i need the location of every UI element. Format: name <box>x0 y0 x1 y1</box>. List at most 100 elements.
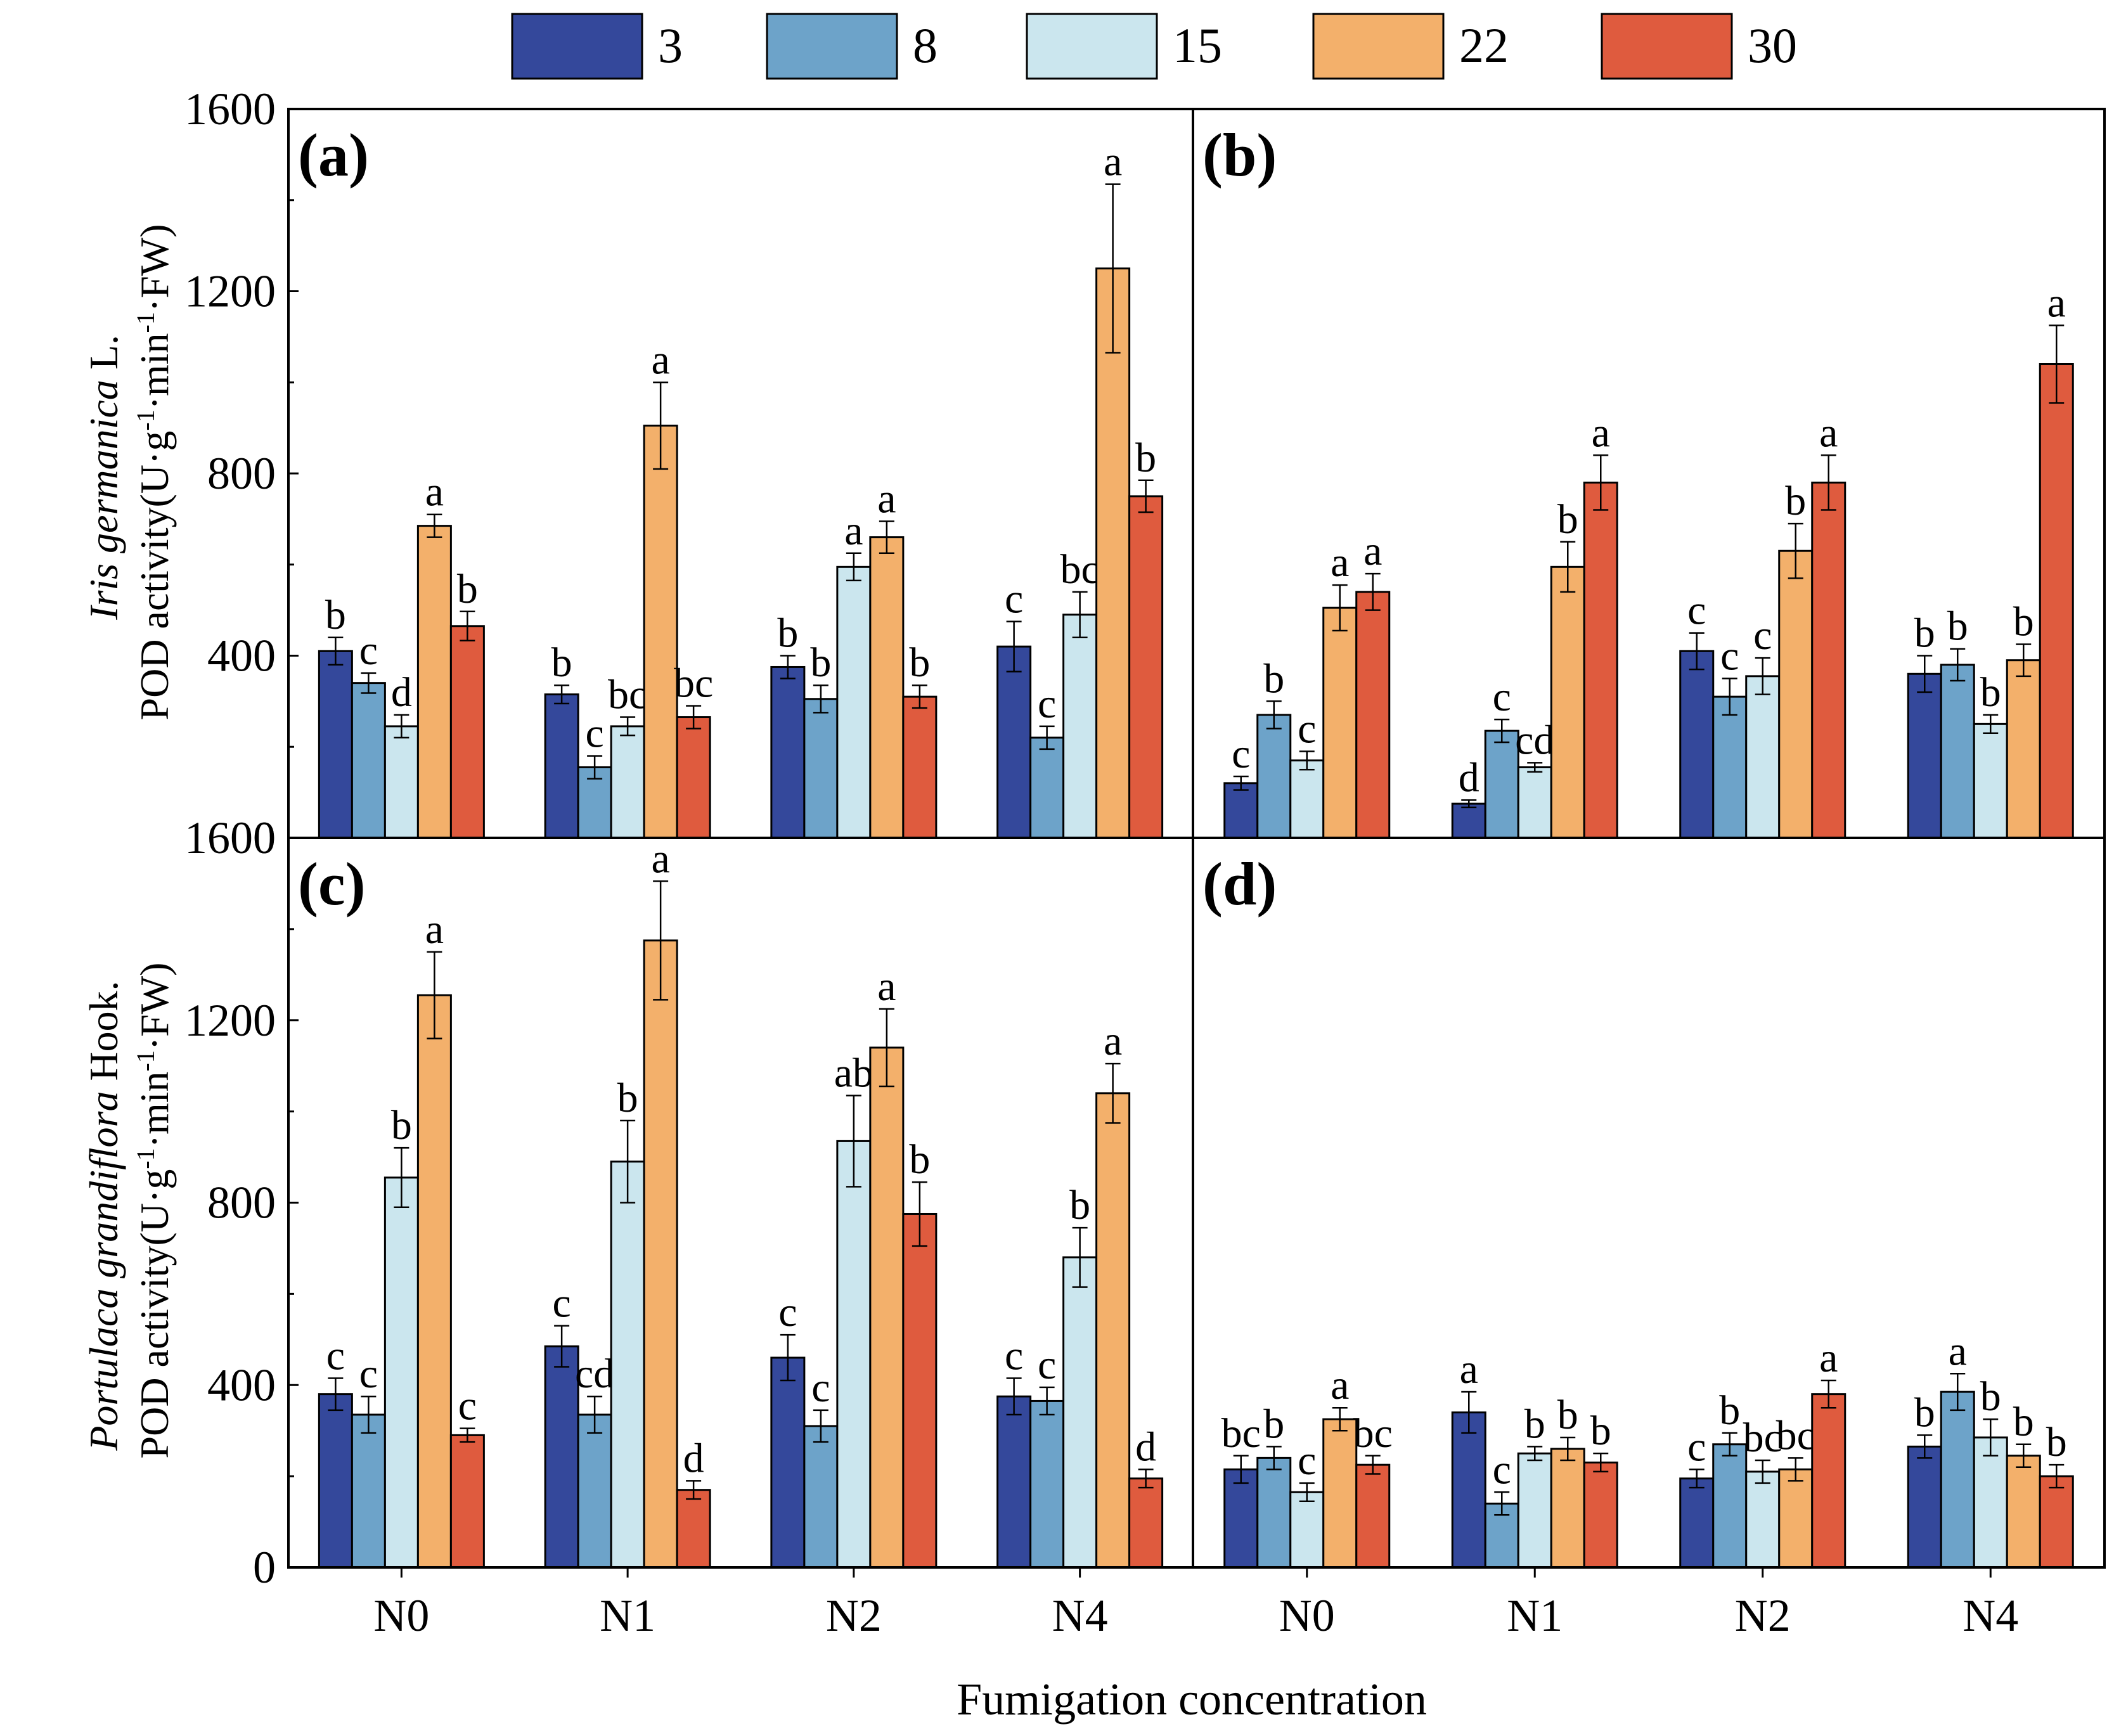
bar-N2-22 <box>869 1046 905 1569</box>
legend-label-15: 15 <box>1173 18 1222 73</box>
panel-c: cc ccc cd c cbbabbaaaacdbd(c)040080012001600… <box>184 813 1194 1641</box>
significance-letter-N2-22: b <box>1785 478 1806 524</box>
bar-N4-8 <box>1029 1399 1065 1569</box>
bar-N4-15 <box>1062 614 1098 839</box>
significance-letter-N1-22: a <box>651 835 669 882</box>
panel-frame <box>1192 837 2106 1569</box>
bar-N1-22 <box>1550 565 1585 839</box>
y-tick-label: 1200 <box>184 266 276 317</box>
panel-label: (c) <box>298 850 366 918</box>
significance-letter-N1-15: b <box>1524 1401 1545 1447</box>
significance-letter-N1-22: b <box>1557 496 1578 543</box>
y-tick-label: 400 <box>207 631 276 681</box>
legend: 3 8 15 22 30 <box>511 13 1797 80</box>
panel-label: (b) <box>1202 121 1277 189</box>
y-tick-label: 1600 <box>184 813 276 863</box>
significance-letter-N0-3: bc <box>1221 1410 1261 1456</box>
bar-N4-3 <box>1907 672 1942 839</box>
bar-N2-8 <box>1712 695 1748 839</box>
significance-letter-N1-8: c <box>585 710 603 757</box>
significance-letter-N4-8: b <box>1947 603 1968 650</box>
significance-letter-N1-30: bc <box>674 660 713 707</box>
significance-letter-N0-3: c <box>1232 731 1250 777</box>
significance-letter-N1-22: a <box>651 337 669 383</box>
bar-N0-8 <box>351 682 386 839</box>
significance-letter-N1-30: b <box>1590 1408 1611 1454</box>
x-tick-label-N1: N1 <box>1507 1590 1563 1641</box>
y-tick-label: 1600 <box>184 84 276 134</box>
significance-letter-N0-30: bc <box>1353 1410 1393 1456</box>
significance-letter-N2-3: c <box>1687 588 1706 634</box>
x-tick-label-N2: N2 <box>826 1590 882 1641</box>
significance-letter-N4-8: c <box>1038 681 1056 727</box>
significance-letter-N4-3: b <box>1914 610 1935 657</box>
x-tick-label-N4: N4 <box>1052 1590 1108 1641</box>
significance-letter-N2-8: c <box>1720 633 1739 679</box>
significance-letter-N2-22: bc <box>1776 1412 1815 1458</box>
legend-swatch-3 <box>511 13 643 80</box>
significance-letter-N2-30: b <box>909 640 930 686</box>
bar-N4-15 <box>1973 1436 2008 1569</box>
bar-N1-15 <box>610 1161 645 1569</box>
significance-letter-N0-22: a <box>1331 539 1349 586</box>
bar-N4-8 <box>1940 1391 1975 1569</box>
significance-letter-N0-30: c <box>458 1383 477 1429</box>
bar-N2-8 <box>803 1425 839 1569</box>
significance-letter-N1-8: c <box>1493 674 1511 720</box>
significance-letter-N4-3: c <box>1005 1332 1023 1379</box>
significance-letter-N4-22: a <box>1104 139 1122 185</box>
bar-N0-30 <box>449 1434 485 1569</box>
legend-label-30: 30 <box>1748 18 1797 73</box>
significance-letter-N0-30: a <box>1363 528 1382 574</box>
significance-letter-N1-3: c <box>552 1280 570 1327</box>
y-axis-title-top: Iris germanica L. POD activity(U·g-1·min… <box>81 224 177 721</box>
bar-N2-30 <box>1811 481 1847 839</box>
bar-N0-22 <box>416 525 452 839</box>
legend-swatch-8 <box>766 13 898 80</box>
bar-N1-15 <box>610 725 645 839</box>
y-axis-title-bottom: Portulaca grandiflora Hook. POD activity… <box>81 963 177 1459</box>
bar-N0-30 <box>449 625 485 839</box>
bar-N0-3 <box>1223 1468 1259 1569</box>
x-tick-label-N1: N1 <box>600 1590 655 1641</box>
bar-N4-22 <box>1095 1092 1131 1569</box>
bar-N1-15 <box>1517 766 1552 839</box>
significance-letter-N0-22: a <box>425 469 444 515</box>
significance-letter-N2-8: b <box>1719 1387 1740 1434</box>
significance-letter-N4-22: b <box>2013 1399 2034 1445</box>
bar-N4-30 <box>1128 495 1164 839</box>
bar-N1-22 <box>643 425 678 839</box>
significance-letter-N2-22: a <box>877 963 896 1010</box>
legend-label-22: 22 <box>1459 18 1509 73</box>
y-title-bottom-units: POD activity(U·g-1·min-1·FW) <box>131 963 177 1459</box>
bar-N1-3 <box>544 1345 579 1569</box>
bar-N4-8 <box>1940 664 1975 839</box>
legend-swatch-30 <box>1601 13 1733 80</box>
significance-letter-N4-3: c <box>1005 576 1023 622</box>
significance-letter-N4-3: b <box>1914 1389 1935 1436</box>
significance-letter-N2-30: a <box>1819 409 1838 456</box>
significance-letter-N4-15: b <box>1980 669 2001 716</box>
y-title-bottom-species: Portulaca grandiflora <box>81 1091 126 1451</box>
legend-swatch-22 <box>1312 13 1445 80</box>
significance-letter-N2-8: c <box>811 1365 830 1411</box>
bar-N0-15 <box>1289 759 1325 839</box>
legend-label-8: 8 <box>913 18 938 73</box>
significance-letter-N4-22: b <box>2013 599 2034 645</box>
bar-N4-15 <box>1973 723 2008 839</box>
bar-N1-30 <box>676 1489 711 1569</box>
bar-N2-15 <box>1745 675 1781 839</box>
bar-N1-30 <box>1583 481 1618 839</box>
bar-N2-15 <box>1745 1470 1781 1569</box>
bar-N2-22 <box>1778 550 1814 839</box>
bar-N0-8 <box>1256 1456 1292 1569</box>
legend-swatch-15 <box>1026 13 1158 80</box>
bar-N0-8 <box>1256 714 1292 839</box>
bar-N4-3 <box>996 1395 1032 1569</box>
bar-N0-30 <box>1355 591 1391 839</box>
significance-letter-N4-30: a <box>2047 280 2066 326</box>
bar-N4-22 <box>1095 267 1131 839</box>
